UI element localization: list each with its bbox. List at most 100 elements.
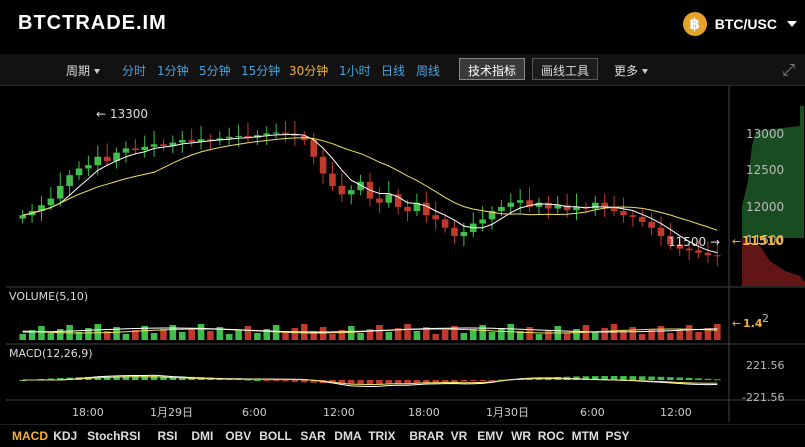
macd-tick: -221.56 (742, 391, 784, 404)
period-dropdown[interactable]: 周期 (66, 62, 101, 79)
drawing-tools-button[interactable]: 画线工具 (532, 58, 599, 80)
volume-bar (441, 330, 449, 340)
indicator-tab-brar[interactable]: BRAR (409, 429, 445, 443)
candle-body (667, 236, 674, 245)
volume-bar (385, 332, 393, 340)
candle-body (676, 244, 684, 249)
indicator-tab-emv[interactable]: EMV (477, 429, 504, 443)
indicator-tab-trix[interactable]: TRIX (368, 429, 396, 443)
interval-tab[interactable]: 15分钟 (241, 64, 281, 78)
candle-body (488, 211, 496, 220)
indicator-tab-wr[interactable]: WR (511, 429, 532, 443)
moving-averages (22, 133, 718, 254)
candlestick-chart[interactable]: 13000 12500 12000 11500 ← 11510 ← 13300 … (0, 86, 805, 422)
interval-tab-active[interactable]: 30分钟 (289, 64, 329, 78)
candle-body (122, 148, 130, 153)
interval-tab[interactable]: 日线 (381, 64, 406, 78)
macd-bar (620, 376, 627, 380)
indicator-tab-stochrsi[interactable]: StochRSI (87, 429, 141, 443)
min-annotation: 11500 → (668, 235, 720, 249)
interval-tab[interactable]: 5分钟 (199, 64, 231, 78)
volume-bar (667, 333, 674, 340)
ma-fast-line (22, 133, 718, 254)
volume-bar (638, 334, 646, 340)
volume-bar (19, 334, 26, 340)
candle-body (526, 200, 533, 207)
candle-body (451, 227, 458, 237)
candle-body (244, 135, 252, 138)
volume-bar (197, 324, 205, 340)
volume-bar (75, 332, 83, 340)
indicator-tab-boll[interactable]: BOLL (259, 429, 292, 443)
volume-bar (319, 327, 327, 340)
price-tick: 12500 (746, 163, 784, 177)
interval-tab[interactable]: 分时 (122, 64, 147, 78)
indicator-tab-rsi[interactable]: RSI (157, 429, 178, 443)
macd-bar (366, 380, 374, 384)
macd-bar (582, 376, 590, 380)
macd-bar (113, 376, 120, 380)
macd-bar (254, 379, 261, 381)
volume-bar (469, 329, 477, 340)
indicator-tab-mtm[interactable]: MTM (571, 429, 599, 443)
indicator-tab-dmi[interactable]: DMI (191, 429, 214, 443)
site-logo[interactable]: BTCTRADE.IM (18, 12, 167, 34)
indicator-tabs: MACD KDJ StochRSI RSI DMI OBV BOLL SAR DMA TRIX BR… (0, 424, 805, 447)
candle-body (310, 140, 317, 157)
indicator-tab-vr[interactable]: VR (450, 429, 468, 443)
fullscreen-icon[interactable]: ⤢ (782, 60, 795, 79)
indicator-tab-sar[interactable]: SAR (300, 429, 326, 443)
volume-bar (160, 329, 167, 340)
macd-bar (591, 376, 599, 380)
volume-bar (376, 325, 383, 340)
indicator-tab-macd[interactable]: MACD (12, 429, 48, 443)
volume-bar (103, 331, 111, 340)
candle-body (423, 202, 430, 216)
pair-selector[interactable]: ฿ BTC/USC (682, 12, 797, 36)
volume-bar (413, 331, 421, 340)
candle-body (282, 132, 289, 135)
candle-body (394, 194, 402, 207)
volume-bar (113, 327, 120, 340)
macd-bar (47, 378, 55, 380)
candle-body (56, 186, 64, 199)
time-tick: 18:00 (408, 406, 440, 419)
chart-area[interactable]: 13000 12500 12000 11500 ← 11510 ← 13300 … (0, 86, 805, 422)
candle-body (150, 144, 158, 147)
macd-bar (423, 380, 430, 384)
indicators-button[interactable]: 技术指标 (459, 58, 526, 80)
candle-body (329, 173, 336, 186)
volume-bar (545, 330, 552, 340)
volume-bar (235, 330, 242, 340)
interval-tab[interactable]: 1分钟 (157, 64, 189, 78)
more-dropdown[interactable]: 更多 (614, 62, 649, 79)
indicator-tab-psy[interactable]: PSY (605, 429, 630, 443)
candle-body (638, 216, 646, 222)
macd-bar (169, 376, 177, 380)
volume-bar (423, 327, 430, 340)
current-price-arrow: ← (732, 235, 741, 248)
indicator-tab-roc[interactable]: ROC (537, 429, 565, 443)
chart-background (6, 86, 729, 422)
interval-tab[interactable]: 1小时 (339, 64, 371, 78)
indicator-tab-dma[interactable]: DMA (334, 429, 362, 443)
volume-bars (19, 324, 721, 340)
time-tick: 18:00 (72, 406, 104, 419)
volume-bar (432, 334, 439, 340)
time-tick: 12:00 (323, 406, 355, 419)
candle-body (714, 255, 721, 257)
macd-bar (263, 380, 271, 381)
macd-bar (310, 380, 317, 383)
indicator-tab-kdj[interactable]: KDJ (53, 429, 78, 443)
indicator-tab-obv[interactable]: OBV (225, 429, 252, 443)
candle-body (291, 134, 299, 136)
candle-body (197, 139, 205, 142)
interval-tab[interactable]: 周线 (416, 64, 441, 78)
volume-bar (28, 330, 36, 340)
volume-bar (498, 328, 505, 340)
volume-bar (329, 334, 336, 340)
volume-bar (695, 332, 702, 340)
time-tick: 1月30日 (486, 406, 529, 419)
volume-bar (347, 326, 355, 340)
candle-body (263, 133, 271, 136)
